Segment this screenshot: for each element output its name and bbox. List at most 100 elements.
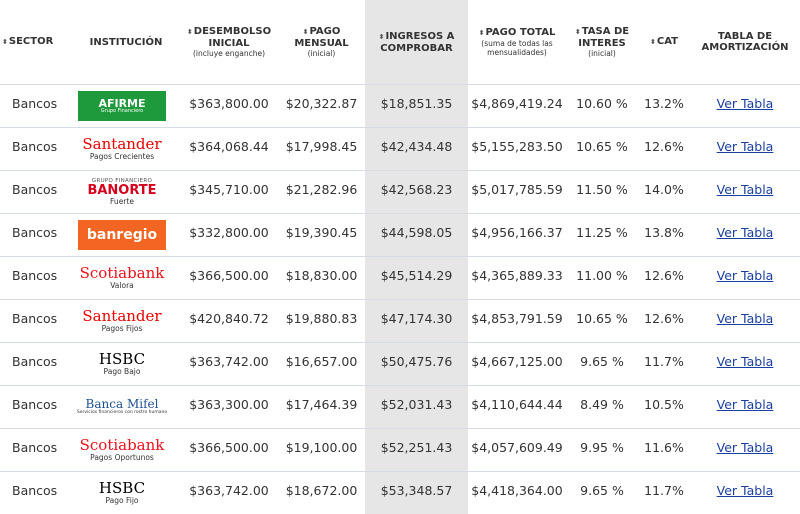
income-cell: $52,031.43 — [365, 386, 468, 429]
income-cell: $42,434.48 — [365, 128, 468, 171]
cat-cell: 14.0% — [638, 171, 690, 214]
column-title: SECTOR — [9, 36, 53, 47]
sort-icon[interactable]: ⬍ — [2, 38, 8, 46]
total-cell: $4,956,166.37 — [468, 214, 566, 257]
column-header[interactable]: ⬍DESEMBOLSO INICIAL(incluye enganche) — [180, 0, 278, 85]
column-title: CAT — [657, 36, 678, 47]
view-table-link[interactable]: Ver Tabla — [717, 311, 774, 326]
total-cell: $4,057,609.49 — [468, 429, 566, 472]
cat-cell: 11.7% — [638, 472, 690, 514]
sector-cell: Bancos — [0, 343, 72, 386]
sort-icon[interactable]: ⬍ — [575, 28, 581, 36]
logo-brand: HSBC — [99, 481, 145, 496]
income-cell: $52,251.43 — [365, 429, 468, 472]
monthly-cell: $16,657.00 — [278, 343, 365, 386]
cat-cell: 11.6% — [638, 429, 690, 472]
monthly-cell: $20,322.87 — [278, 85, 365, 128]
monthly-cell: $19,100.00 — [278, 429, 365, 472]
disbursement-cell: $332,800.00 — [180, 214, 278, 257]
total-cell: $4,869,419.24 — [468, 85, 566, 128]
income-cell: $47,174.30 — [365, 300, 468, 343]
rate-cell: 11.50 % — [566, 171, 638, 214]
disbursement-cell: $363,742.00 — [180, 472, 278, 514]
cat-cell: 12.6% — [638, 300, 690, 343]
view-table-link[interactable]: Ver Tabla — [717, 483, 774, 498]
logo-product: Pago Fijo — [105, 497, 138, 505]
sort-icon[interactable]: ⬍ — [479, 29, 485, 37]
total-cell: $4,365,889.33 — [468, 257, 566, 300]
disbursement-cell: $363,300.00 — [180, 386, 278, 429]
monthly-cell: $21,282.96 — [278, 171, 365, 214]
link-cell: Ver Tabla — [690, 300, 800, 343]
link-cell: Ver Tabla — [690, 128, 800, 171]
monthly-cell: $17,464.39 — [278, 386, 365, 429]
column-note: (inicial) — [568, 49, 636, 58]
logo-product: Pago Bajo — [104, 368, 141, 376]
total-cell: $4,418,364.00 — [468, 472, 566, 514]
logo-product: Pagos Crecientes — [90, 153, 154, 161]
sort-icon[interactable]: ⬍ — [379, 33, 385, 41]
link-cell: Ver Tabla — [690, 214, 800, 257]
view-table-link[interactable]: Ver Tabla — [717, 182, 774, 197]
column-title: INGRESOS A COMPROBAR — [380, 31, 454, 54]
sector-cell: Bancos — [0, 386, 72, 429]
column-header[interactable]: ⬍TASA DE INTERES(inicial) — [566, 0, 638, 85]
column-header[interactable]: ⬍SECTOR — [0, 0, 72, 85]
rate-cell: 9.65 % — [566, 343, 638, 386]
view-table-link[interactable]: Ver Tabla — [717, 96, 774, 111]
column-title: INSTITUCIÓN — [90, 37, 163, 48]
cat-cell: 13.2% — [638, 85, 690, 128]
view-table-link[interactable]: Ver Tabla — [717, 268, 774, 283]
institution-cell: banregio — [72, 214, 180, 257]
sector-cell: Bancos — [0, 472, 72, 514]
rate-cell: 10.65 % — [566, 128, 638, 171]
cat-cell: 13.8% — [638, 214, 690, 257]
monthly-cell: $19,390.45 — [278, 214, 365, 257]
view-table-link[interactable]: Ver Tabla — [717, 397, 774, 412]
sort-icon[interactable]: ⬍ — [303, 28, 309, 36]
rate-cell: 8.49 % — [566, 386, 638, 429]
column-title: PAGO TOTAL — [486, 27, 556, 38]
logo-product: Valora — [110, 282, 134, 290]
view-table-link[interactable]: Ver Tabla — [717, 354, 774, 369]
column-header[interactable]: ⬍PAGO TOTAL(suma de todas las mensualida… — [468, 0, 566, 85]
disbursement-cell: $363,742.00 — [180, 343, 278, 386]
cat-cell: 11.7% — [638, 343, 690, 386]
link-cell: Ver Tabla — [690, 429, 800, 472]
view-table-link[interactable]: Ver Tabla — [717, 139, 774, 154]
column-note: (inicial) — [280, 49, 363, 58]
rate-cell: 11.25 % — [566, 214, 638, 257]
column-header[interactable]: ⬍CAT — [638, 0, 690, 85]
sort-icon[interactable]: ⬍ — [187, 28, 193, 36]
view-table-link[interactable]: Ver Tabla — [717, 225, 774, 240]
logo-brand: Scotiabank — [80, 438, 165, 453]
column-header[interactable]: ⬍PAGO MENSUAL(inicial) — [278, 0, 365, 85]
column-header[interactable]: ⬍INGRESOS A COMPROBAR — [365, 0, 468, 85]
rate-cell: 11.00 % — [566, 257, 638, 300]
total-cell: $4,853,791.59 — [468, 300, 566, 343]
monthly-cell: $18,672.00 — [278, 472, 365, 514]
view-table-link[interactable]: Ver Tabla — [717, 440, 774, 455]
column-header: TABLA DE AMORTIZACIÓN — [690, 0, 800, 85]
income-cell: $45,514.29 — [365, 257, 468, 300]
cat-cell: 10.5% — [638, 386, 690, 429]
sort-icon[interactable]: ⬍ — [650, 38, 656, 46]
logo-product: Fuerte — [110, 198, 134, 206]
sector-cell: Bancos — [0, 300, 72, 343]
